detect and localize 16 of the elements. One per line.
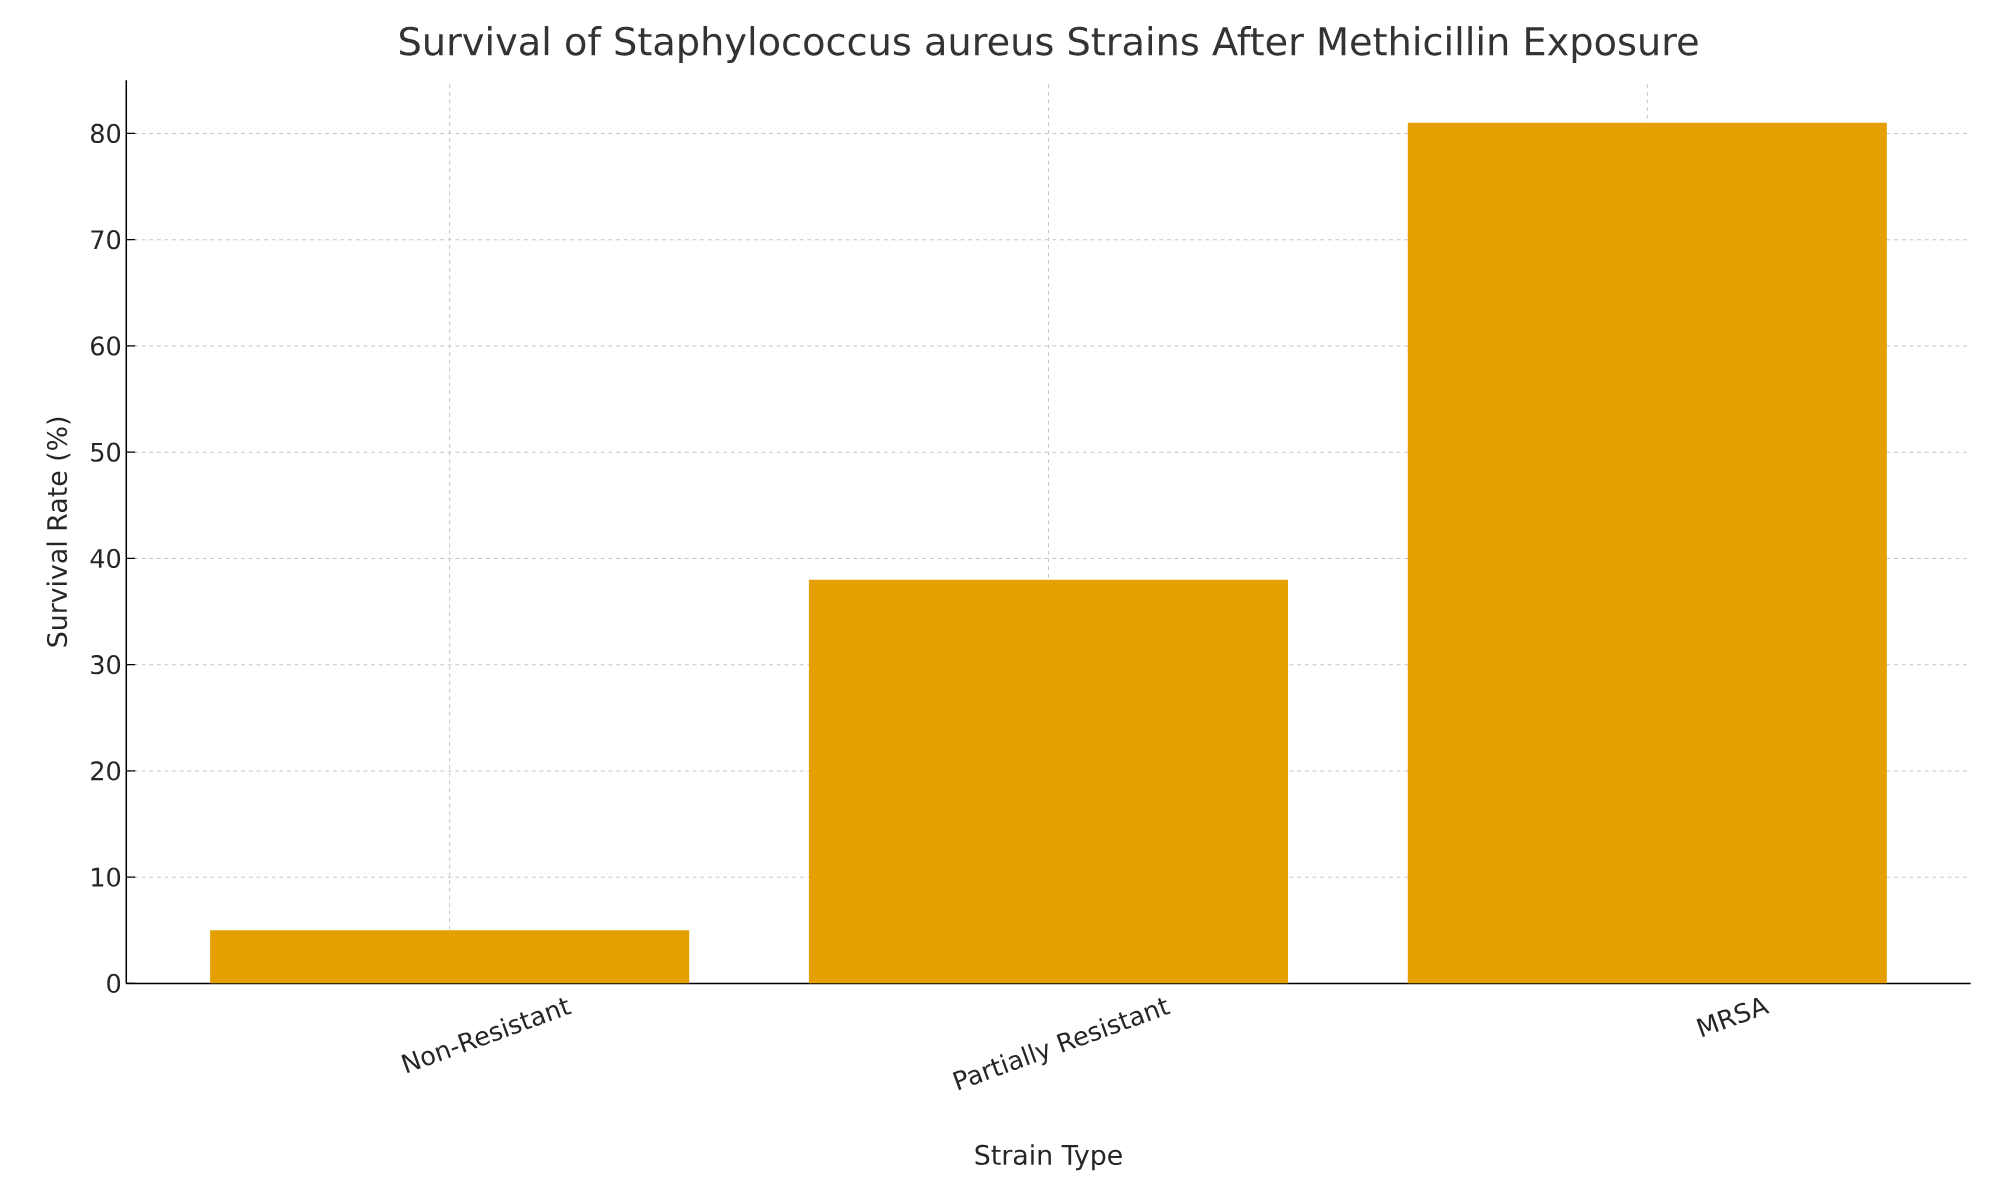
y-tick-label: 0: [107, 973, 121, 993]
x-axis-title: Strain Type: [975, 1144, 1122, 1171]
y-tick-label: 80: [91, 123, 121, 143]
y-tick-label: 60: [91, 336, 121, 356]
y-tick-label: 40: [90, 548, 121, 568]
bar: [210, 930, 690, 984]
y-axis-title: Survival Rate (%): [46, 417, 71, 647]
bar: [1407, 122, 1887, 984]
y-tick-label: 30: [91, 654, 121, 675]
y-tick-label: 20: [91, 761, 121, 781]
bar: [808, 579, 1289, 984]
x-tick-label: MRSA: [1696, 997, 1770, 1037]
chart-title: Survival of Staphylococcus aureus Strains After Methicillin Exposure: [400, 25, 1698, 63]
y-tick-label: 10: [92, 867, 121, 887]
y-tick-label: 50: [91, 442, 121, 462]
y-tick-label: 70: [91, 229, 121, 250]
